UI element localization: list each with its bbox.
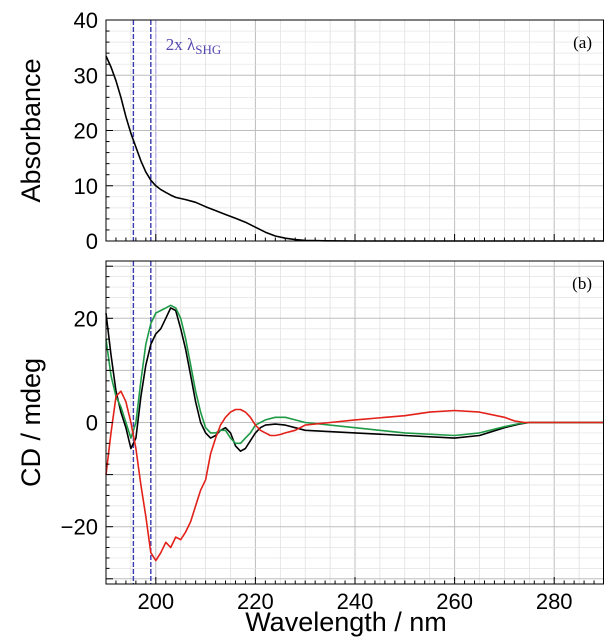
cd-x-tick-label: 240 [337,589,374,614]
absorbance-ticks [106,19,595,242]
cd-series-line [105,390,604,562]
absorbance-grid [106,19,604,242]
cd-tick-labels: −20 0 20 200 220 240 260 280 [61,306,573,614]
cd-x-tick-label: 220 [237,589,274,614]
cd-y-tick-label: 20 [74,306,98,331]
absorbance-series-line [105,55,604,242]
panel-label-b: (b) [572,274,592,293]
cd-y-tick-label: −20 [61,515,98,540]
absorbance-y-tick-label: 10 [74,174,98,199]
cd-series-line [105,304,604,445]
wavelength-axis-title: Wavelength / nm [245,607,447,637]
absorbance-tick-labels: 0 10 20 30 40 [74,8,98,254]
cd-ticks [106,265,595,584]
absorbance-axis-title: Absorbance [16,58,46,202]
absorbance-y-tick-label: 0 [86,229,98,254]
absorbance-series [105,55,604,242]
cd-markers [132,261,152,584]
shg-annotation-text: 2x λ [166,35,196,54]
cd-panel: −20 0 20 200 220 240 260 280 CD / mdeg (b) [16,260,604,614]
absorbance-panel: 0 10 20 30 40 Absorbance (a) 2x λSHG [16,8,604,254]
cd-series [105,304,604,562]
absorbance-markers [132,20,157,241]
panel-label-a: (a) [573,33,592,52]
cd-x-tick-label: 260 [436,589,473,614]
absorbance-y-tick-label: 20 [74,119,98,144]
cd-x-tick-label: 200 [137,589,174,614]
cd-y-tick-label: 0 [86,411,98,436]
absorbance-y-tick-label: 40 [74,8,98,33]
cd-x-tick-label: 280 [536,589,573,614]
cd-axis-title: CD / mdeg [16,358,46,487]
absorbance-y-tick-label: 30 [74,63,98,88]
shg-annotation-subscript: SHG [195,42,221,57]
shg-annotation: 2x λSHG [166,35,222,57]
cd-series-line [105,307,604,452]
